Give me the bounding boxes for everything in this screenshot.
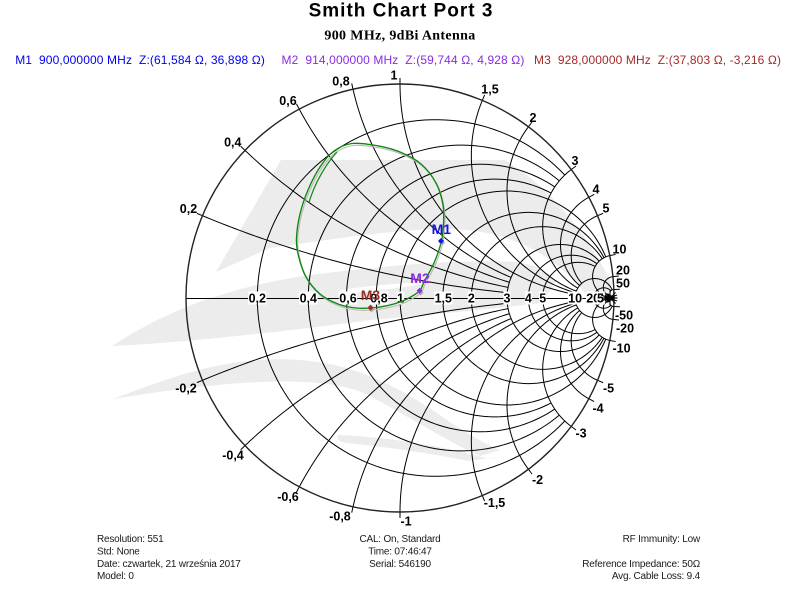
svg-text:M1: M1 [432, 221, 452, 237]
svg-text:Time: 07:46:47: Time: 07:46:47 [368, 547, 432, 558]
svg-text:-2: -2 [532, 473, 543, 487]
svg-text:4: 4 [525, 292, 532, 306]
svg-text:2: 2 [468, 292, 475, 306]
svg-text:-3: -3 [575, 427, 586, 441]
svg-text:M2 914,000000 MHz Z:(59,744: M2 914,000000 MHz Z:(59,744 Ω, 4,928 Ω) [282, 53, 525, 67]
svg-text:-0,4: -0,4 [222, 449, 244, 463]
svg-text:1: 1 [397, 292, 404, 306]
svg-text:50: 50 [616, 277, 630, 291]
svg-text:Model: 0: Model: 0 [97, 571, 134, 582]
svg-text:Resolution: 551: Resolution: 551 [97, 534, 164, 545]
svg-text:M3 928,000000 MHz Z:(37,803: M3 928,000000 MHz Z:(37,803 Ω, -3,216 Ω) [534, 53, 781, 67]
svg-text:-10: -10 [612, 342, 630, 356]
svg-text:-0,2: -0,2 [175, 382, 197, 396]
svg-text:Std: None: Std: None [97, 547, 140, 558]
svg-text:M2: M2 [410, 270, 430, 286]
svg-text:0,8: 0,8 [332, 75, 349, 89]
svg-text:CAL: On, Standard: CAL: On, Standard [359, 534, 440, 545]
svg-text:-4: -4 [592, 402, 603, 416]
svg-text:Reference Impedance: 50Ω: Reference Impedance: 50Ω [582, 559, 700, 570]
svg-text:0,2: 0,2 [249, 292, 266, 306]
svg-text:-5: -5 [603, 382, 614, 396]
svg-text:3: 3 [572, 154, 579, 168]
svg-text:RF Immunity: Low: RF Immunity: Low [623, 534, 701, 545]
svg-text:1,5: 1,5 [435, 292, 452, 306]
svg-text:5: 5 [539, 292, 546, 306]
svg-text:0,8: 0,8 [370, 292, 387, 306]
svg-text:0,6: 0,6 [279, 94, 296, 108]
svg-text:-1: -1 [400, 515, 411, 529]
svg-text:5: 5 [603, 202, 610, 216]
svg-text:2: 2 [530, 111, 537, 125]
svg-text:-0,8: -0,8 [329, 510, 351, 524]
svg-text:-20: -20 [616, 322, 634, 336]
svg-text:10: 10 [613, 243, 627, 257]
svg-text:1,5: 1,5 [481, 83, 498, 97]
svg-text:M3: M3 [361, 287, 381, 303]
svg-text:0,4: 0,4 [300, 292, 317, 306]
svg-text:Date: czwartek, 21 września 20: Date: czwartek, 21 września 2017 [97, 559, 241, 570]
svg-text:Avg. Cable Loss: 9.4: Avg. Cable Loss: 9.4 [612, 571, 701, 582]
svg-text:0,2: 0,2 [180, 202, 197, 216]
svg-text:10: 10 [568, 292, 582, 306]
svg-text:-0,6: -0,6 [277, 490, 299, 504]
svg-text:0,4: 0,4 [224, 136, 241, 150]
svg-text:Serial: 546190: Serial: 546190 [369, 559, 431, 570]
svg-text:4: 4 [593, 183, 600, 197]
svg-text:3: 3 [504, 292, 511, 306]
svg-text:-1,5: -1,5 [484, 496, 506, 510]
svg-text:20: 20 [616, 264, 630, 278]
svg-text:0,6: 0,6 [339, 292, 356, 306]
svg-text:Smith Chart Port 3: Smith Chart Port 3 [309, 1, 494, 22]
svg-text:-50: -50 [615, 309, 633, 323]
svg-text:900 MHz, 9dBi Antenna: 900 MHz, 9dBi Antenna [324, 29, 475, 44]
svg-text:1: 1 [391, 69, 398, 83]
svg-text:M1 900,000000 MHz Z:(61,584: M1 900,000000 MHz Z:(61,584 Ω, 36,898 Ω) [15, 53, 265, 67]
